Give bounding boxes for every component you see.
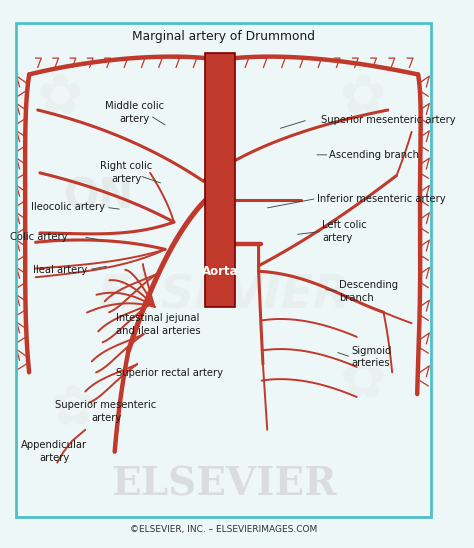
- Text: ✿: ✿: [36, 72, 82, 126]
- Text: Intestinal jejunal
and ileal arteries: Intestinal jejunal and ileal arteries: [116, 313, 200, 336]
- Text: Ileocolic artery: Ileocolic artery: [31, 202, 105, 212]
- Text: Descending
branch: Descending branch: [339, 280, 399, 303]
- Text: ON: ON: [64, 175, 134, 218]
- Text: ✿: ✿: [338, 356, 385, 410]
- Text: Ileal artery: Ileal artery: [33, 265, 88, 275]
- Text: Right colic
artery: Right colic artery: [100, 162, 153, 184]
- Text: Marginal artery of Drummond: Marginal artery of Drummond: [132, 30, 315, 43]
- Text: Superior mesenteric
artery: Superior mesenteric artery: [55, 401, 157, 423]
- Text: ✿: ✿: [49, 384, 96, 438]
- Text: Left colic
artery: Left colic artery: [322, 220, 367, 243]
- Text: ✿: ✿: [338, 72, 385, 126]
- Text: Colic artery: Colic artery: [9, 232, 67, 242]
- Text: ELSEVIER: ELSEVIER: [98, 273, 349, 318]
- Text: ELSEVIER: ELSEVIER: [111, 465, 337, 504]
- Text: Sigmoid
arteries: Sigmoid arteries: [351, 346, 392, 368]
- Text: ©ELSEVIER, INC. – ELSEVIERIMAGES.COM: ©ELSEVIER, INC. – ELSEVIERIMAGES.COM: [130, 525, 317, 534]
- Text: Inferior mesenteric artery: Inferior mesenteric artery: [317, 193, 445, 203]
- Text: Superior rectal artery: Superior rectal artery: [116, 368, 223, 379]
- Bar: [205, 53, 235, 307]
- Text: Ascending branch: Ascending branch: [329, 150, 419, 160]
- Text: Middle colic
artery: Middle colic artery: [105, 101, 164, 124]
- Text: Appendicular
artery: Appendicular artery: [21, 440, 87, 463]
- Text: Superior mesenteric artery: Superior mesenteric artery: [321, 115, 456, 125]
- Text: Aorta: Aorta: [202, 265, 238, 278]
